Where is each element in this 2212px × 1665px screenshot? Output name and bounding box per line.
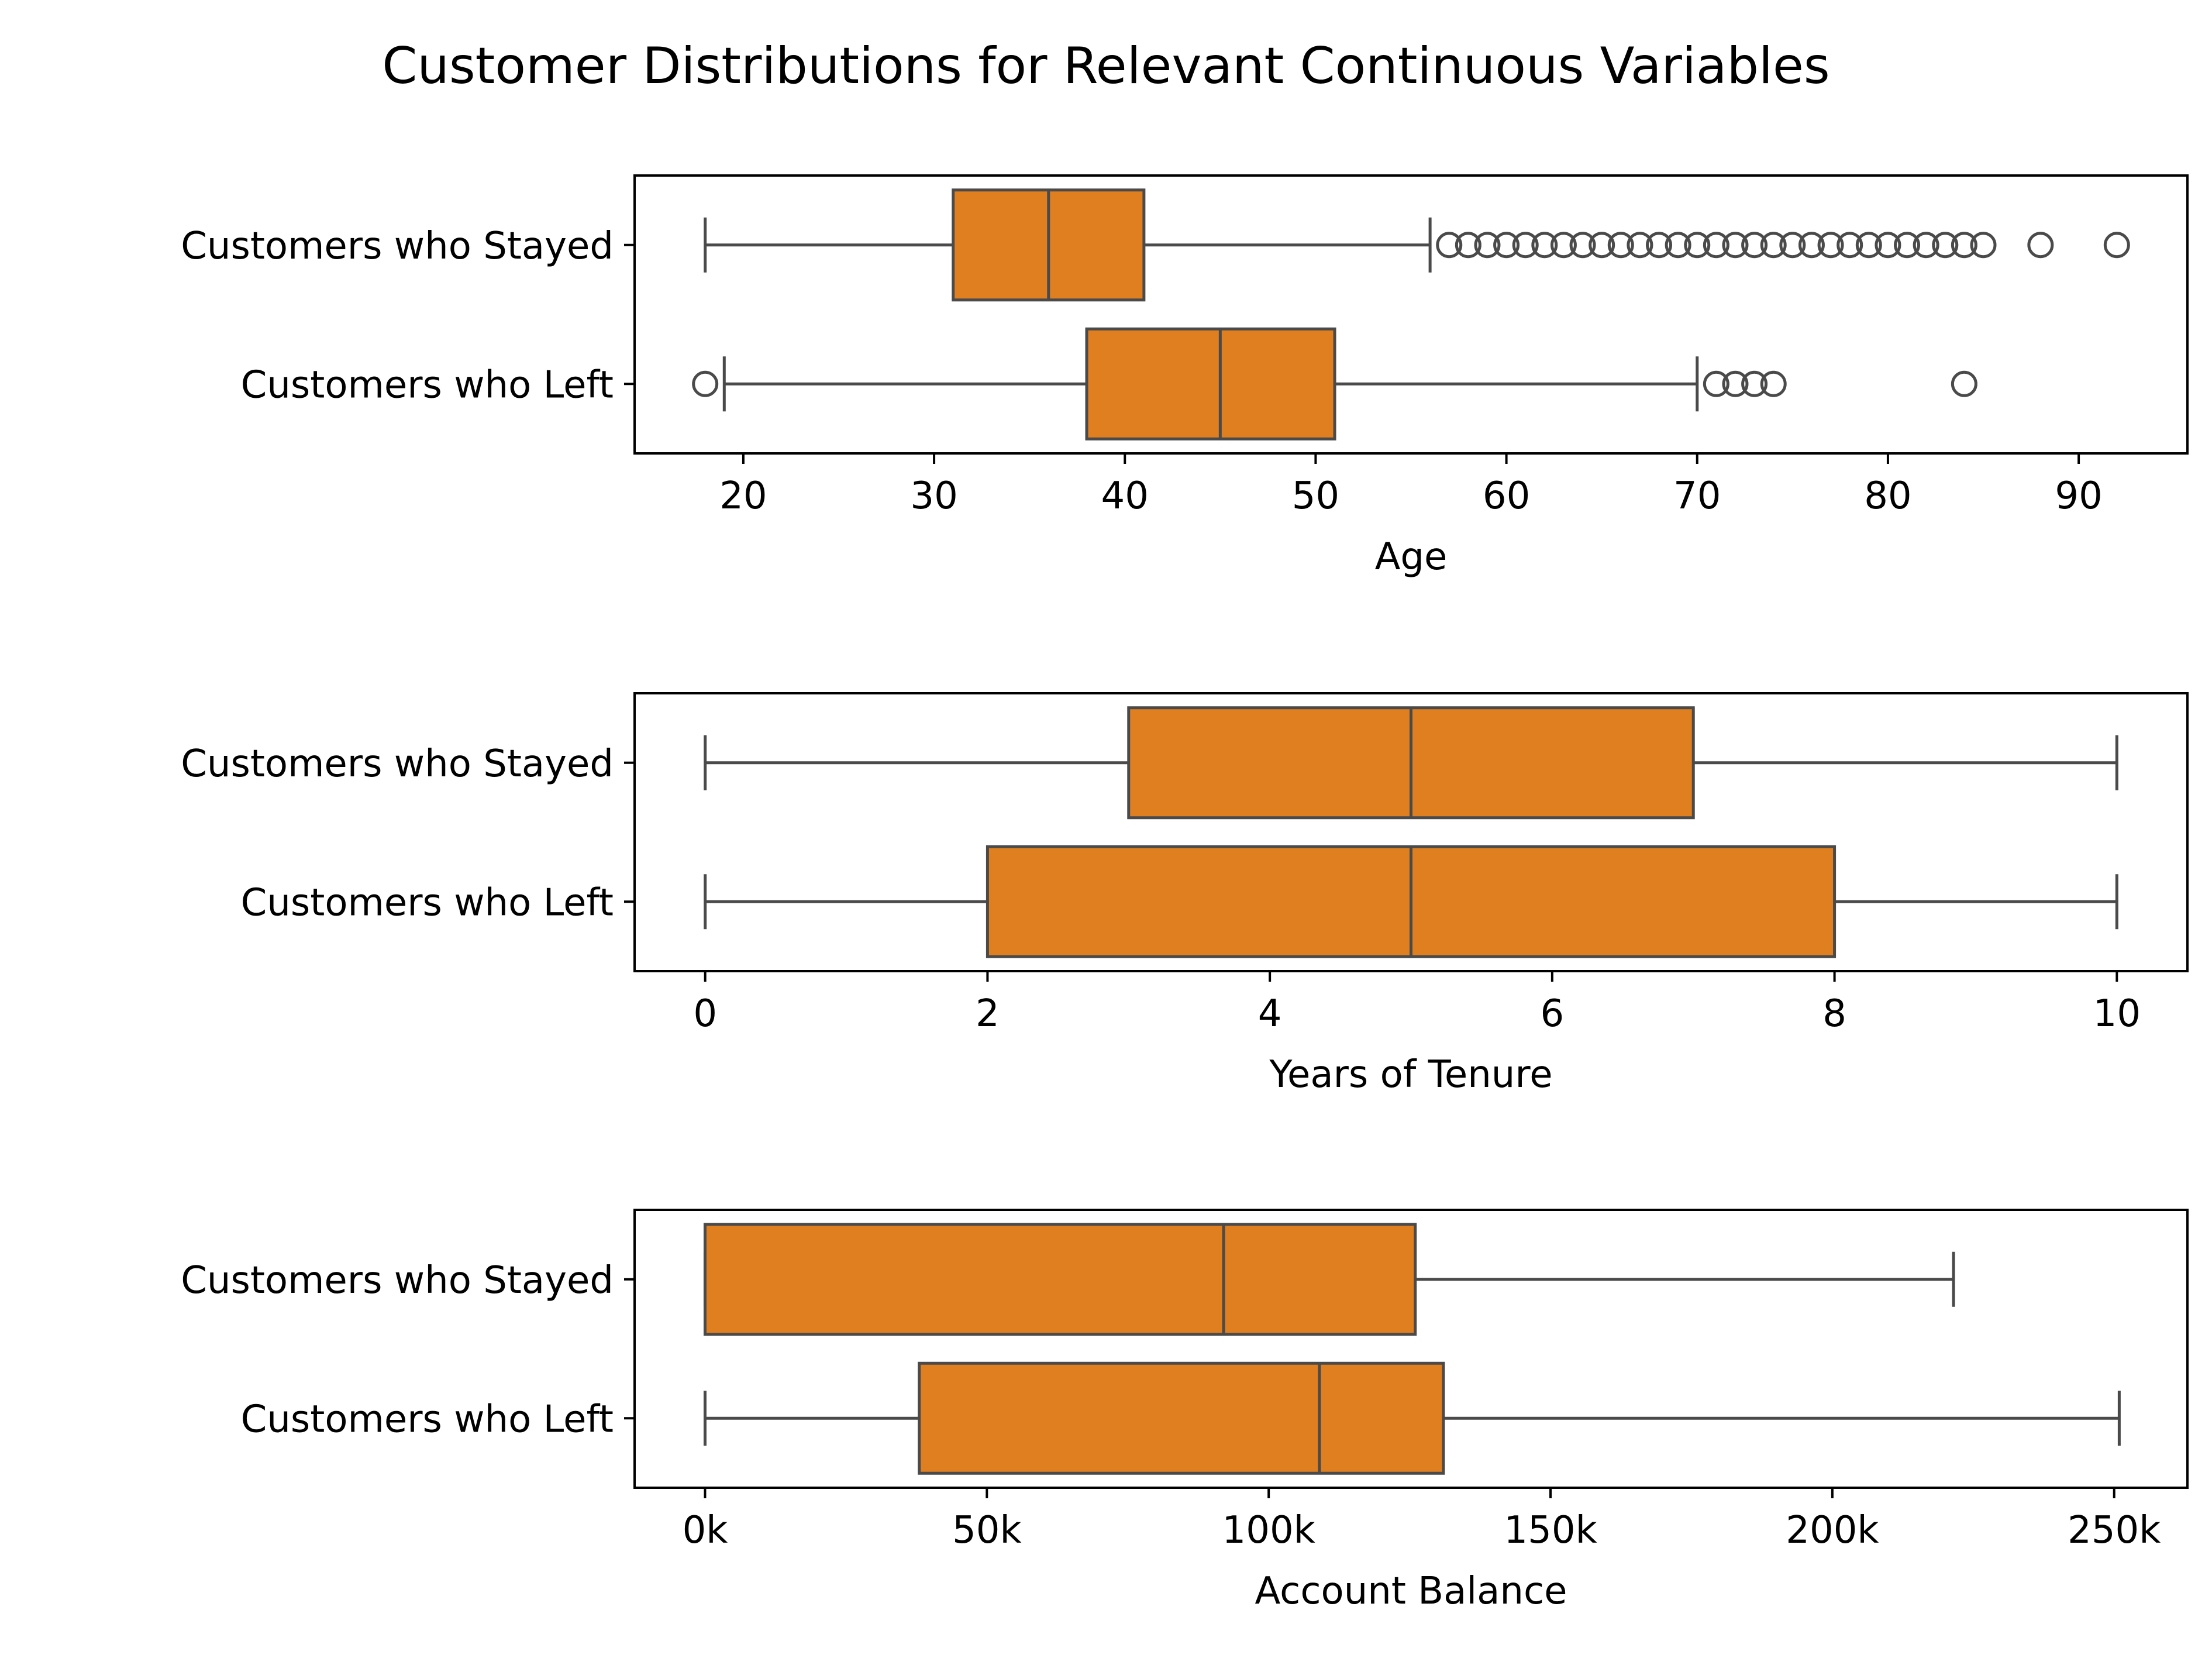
y-tick-label: Customers who Stayed <box>181 225 614 268</box>
outlier-point <box>1798 232 1825 259</box>
axes-frame <box>633 174 2189 455</box>
outlier-point <box>2027 232 2054 259</box>
outlier-point <box>1493 232 1520 259</box>
x-tick-label: 20 <box>719 474 767 518</box>
outlier-point <box>1741 370 1768 397</box>
x-tick-label: 50k <box>952 1509 1022 1552</box>
x-tick-label: 80 <box>1864 474 1911 518</box>
axes-frame <box>633 692 2189 972</box>
outlier-point <box>1722 232 1749 259</box>
x-tick-label: 8 <box>1822 992 1846 1036</box>
x-tick-label: 150k <box>1504 1509 1597 1552</box>
outlier-point <box>1665 232 1691 259</box>
x-tick-label: 0k <box>683 1509 728 1552</box>
x-tick-label: 250k <box>2068 1509 2161 1552</box>
x-tick-label: 30 <box>910 474 957 518</box>
iqr-box <box>1085 327 1336 441</box>
outlier-point <box>1627 232 1653 259</box>
outlier-point <box>1817 232 1844 259</box>
outlier-point <box>1837 232 1863 259</box>
outlier-point <box>1951 232 1977 259</box>
outlier-point <box>692 370 719 397</box>
x-tick-label: 10 <box>2093 992 2141 1036</box>
outlier-point <box>1474 232 1501 259</box>
outlier-point <box>2103 232 2130 259</box>
outlier-point <box>1760 232 1787 259</box>
outlier-point <box>1722 370 1749 397</box>
outlier-point <box>1569 232 1596 259</box>
outlier-point <box>1875 232 1901 259</box>
outlier-point <box>1646 232 1673 259</box>
box-left <box>703 1361 2121 1475</box>
box-left <box>692 327 1977 441</box>
axes-frame <box>633 1209 2189 1489</box>
panel-2: 0 2 4 6 8 10 Years of Tenure Customers who Stay… <box>181 692 2189 1096</box>
box-stayed <box>704 706 2118 820</box>
panel-1: 20 30 40 50 60 70 80 90 Age Customers who Stayed C… <box>181 174 2189 579</box>
outlier-point <box>1951 370 1977 397</box>
x-tick-label: 100k <box>1222 1509 1315 1552</box>
x-tick-label: 2 <box>976 992 1000 1036</box>
outlier-point <box>1455 232 1481 259</box>
x-tick-label: 4 <box>1258 992 1282 1036</box>
outlier-point <box>1913 232 1939 259</box>
outlier-point <box>1684 232 1711 259</box>
outlier-point <box>1855 232 1882 259</box>
x-tick-label: 0 <box>693 992 717 1036</box>
outlier-point <box>1607 232 1634 259</box>
outlier-point <box>1512 232 1539 259</box>
outlier-point <box>1894 232 1921 259</box>
outlier-point <box>1531 232 1558 259</box>
x-tick-label: 200k <box>1786 1509 1879 1552</box>
outlier-point <box>1760 370 1787 397</box>
panel-3: 0k 50k 100k 150k 200k 250k Account Balance Cust… <box>181 1209 2189 1613</box>
outlier-point <box>1779 232 1806 259</box>
box-stayed <box>703 1223 1955 1336</box>
outlier-point <box>1741 232 1768 259</box>
x-tick-label: 90 <box>2055 474 2102 518</box>
x-tick-label: 70 <box>1673 474 1721 518</box>
y-tick-label: Customers who Stayed <box>181 742 614 786</box>
outlier-point <box>1550 232 1577 259</box>
outlier-point <box>1703 370 1729 397</box>
outlier-point <box>1932 232 1959 259</box>
outlier-point <box>1703 232 1729 259</box>
outlier-point <box>1436 232 1463 259</box>
x-tick-label: 50 <box>1292 474 1339 518</box>
x-axis-label: Age <box>1375 535 1448 579</box>
chart-title: Customer Distributions for Relevant Cont… <box>382 37 1829 95</box>
iqr-box <box>703 1223 1417 1336</box>
x-tick-label: 60 <box>1483 474 1530 518</box>
x-axis-label: Account Balance <box>1255 1570 1567 1613</box>
y-tick-label: Customers who Stayed <box>181 1259 614 1302</box>
x-tick-label: 6 <box>1541 992 1565 1036</box>
box-left <box>704 845 2118 958</box>
x-axis-label: Years of Tenure <box>1269 1053 1552 1096</box>
outlier-point <box>1970 232 1997 259</box>
iqr-box <box>918 1361 1445 1475</box>
outlier-point <box>1589 232 1615 259</box>
y-tick-label: Customers who Left <box>241 881 614 924</box>
x-tick-label: 40 <box>1101 474 1149 518</box>
y-tick-label: Customers who Left <box>241 363 614 407</box>
y-tick-label: Customers who Left <box>241 1398 614 1441</box>
box-stayed <box>704 188 2130 302</box>
